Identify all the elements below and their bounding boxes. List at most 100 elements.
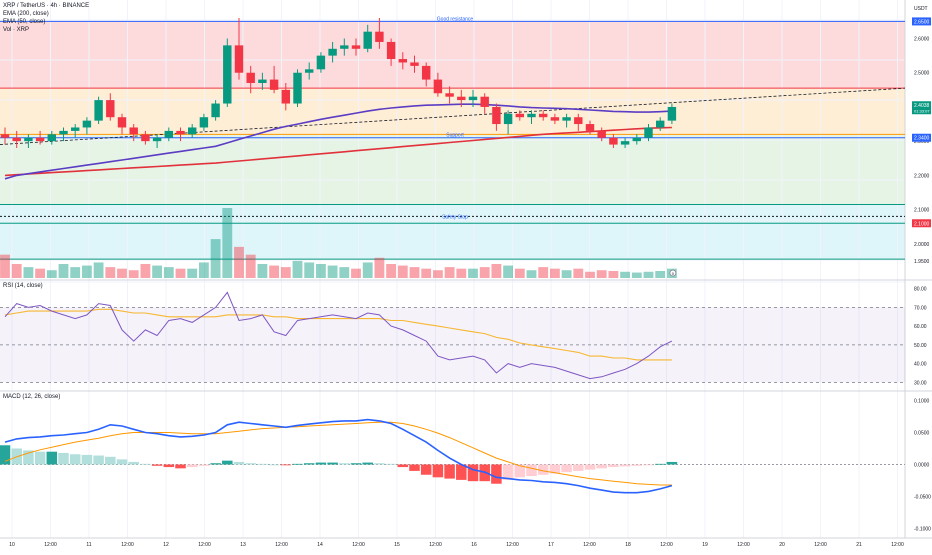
macd-signal-line: [4, 421, 672, 486]
candle-body: [152, 137, 162, 142]
macd-histogram-bar: [69, 454, 81, 465]
safety-stop-price-tag-bg: [912, 219, 931, 228]
level-lines: Good resistance Support Safety Stop: [0, 16, 906, 260]
candle-body: [609, 137, 618, 145]
volume-bar: [105, 267, 116, 278]
candle: [187, 124, 197, 138]
support-price-tag: 2.3400: [914, 136, 930, 142]
ema50-line: [4, 103, 672, 180]
volume-bar: [152, 265, 163, 278]
price-tick: 1.9500: [914, 259, 930, 265]
candle: [550, 113, 560, 125]
candle: [632, 134, 642, 145]
candle: [421, 62, 431, 87]
time-tick: 12: [163, 542, 169, 548]
candle: [609, 134, 618, 148]
macd-histogram-bar: [105, 456, 116, 465]
support-price-tag-bg: [912, 133, 931, 142]
candle: [597, 127, 606, 142]
volume-bar: [655, 271, 666, 278]
rsi-tick: 80.00: [914, 287, 927, 293]
moving-average-lines: [4, 103, 672, 180]
candle-body: [293, 72, 302, 104]
candlesticks: [0, 18, 677, 148]
rsi-pane: [0, 291, 905, 383]
candle-body: [70, 127, 80, 131]
resistance-zone: [0, 21, 905, 89]
time-tick: 14: [317, 542, 323, 548]
candle: [375, 18, 384, 49]
volume-bar: [128, 270, 139, 278]
price-tick: 2.0000: [914, 242, 930, 248]
candle-body: [644, 127, 653, 138]
time-tick: 12:00: [583, 542, 596, 548]
macd-legend[interactable]: MACD (12, 26, close): [3, 394, 61, 400]
volume-badge-text: 0: [672, 271, 675, 276]
candle: [492, 103, 501, 131]
volume-bar: [257, 264, 268, 278]
volume-bar: [503, 265, 514, 278]
macd-tick: 0.0000: [914, 463, 930, 469]
resistance-label: Good resistance: [437, 16, 474, 22]
candle: [129, 124, 138, 142]
time-tick: 12:00: [814, 542, 827, 548]
time-tick: 15: [394, 542, 400, 548]
volume-bar: [374, 257, 385, 278]
volume-bar: [163, 267, 174, 278]
volume-bar: [93, 262, 104, 278]
candle-body: [457, 96, 466, 101]
volume-bar: [479, 267, 490, 278]
time-tick: 12:00: [121, 542, 134, 548]
rsi-legend[interactable]: RSI (14, close): [3, 283, 43, 289]
candle: [515, 110, 525, 121]
candle: [574, 113, 583, 131]
volume-bar: [409, 267, 420, 278]
macd-histogram-bar: [0, 445, 11, 465]
macd-histogram-bar: [163, 464, 175, 468]
candle: [94, 96, 103, 125]
volume-bar: [456, 268, 467, 278]
ema200-legend[interactable]: EMA (200, close): [3, 11, 49, 17]
time-tick: 12:00: [737, 542, 750, 548]
candle-body: [421, 65, 431, 80]
volume-bar: [444, 267, 455, 278]
candle-body: [492, 106, 501, 125]
time-tick: 12:00: [44, 542, 57, 548]
volume-bar: [386, 264, 397, 278]
rsi-tick: 70.00: [914, 305, 927, 311]
candle: [433, 72, 443, 97]
macd-histogram-bar: [584, 464, 596, 470]
volume-bar: [46, 270, 57, 278]
volume-bar: [339, 267, 350, 278]
candle-body: [386, 41, 396, 60]
macd-histogram-bar: [666, 461, 678, 465]
candle-body: [12, 137, 21, 142]
candle: [480, 93, 489, 114]
candle-body: [445, 93, 454, 97]
time-tick: 21: [856, 542, 862, 548]
macd-histogram-bar: [526, 464, 537, 477]
macd-histogram-bar: [350, 463, 362, 465]
volume-bar: [175, 268, 186, 278]
candle-body: [94, 100, 103, 121]
volume-bar: [0, 254, 10, 278]
macd-histogram-bar: [654, 463, 666, 465]
volume-bar: [234, 246, 244, 278]
ema50-legend[interactable]: EMA (50, close): [3, 19, 46, 25]
volume-bar: [432, 270, 443, 278]
candle-body: [141, 134, 150, 142]
candle: [59, 127, 68, 142]
price-tick: 2.5000: [914, 71, 930, 77]
volume-bar: [198, 262, 209, 278]
volume-bar: [70, 267, 81, 278]
candle-body: [269, 79, 279, 90]
volume-bar: [269, 265, 280, 278]
candle-body: [106, 100, 115, 118]
macd-histogram-bar: [397, 464, 409, 468]
volume-bar: [397, 265, 408, 278]
macd-histogram-bar: [268, 464, 280, 466]
candle: [47, 130, 57, 145]
volume-legend[interactable]: Vol · XRP: [3, 27, 30, 33]
